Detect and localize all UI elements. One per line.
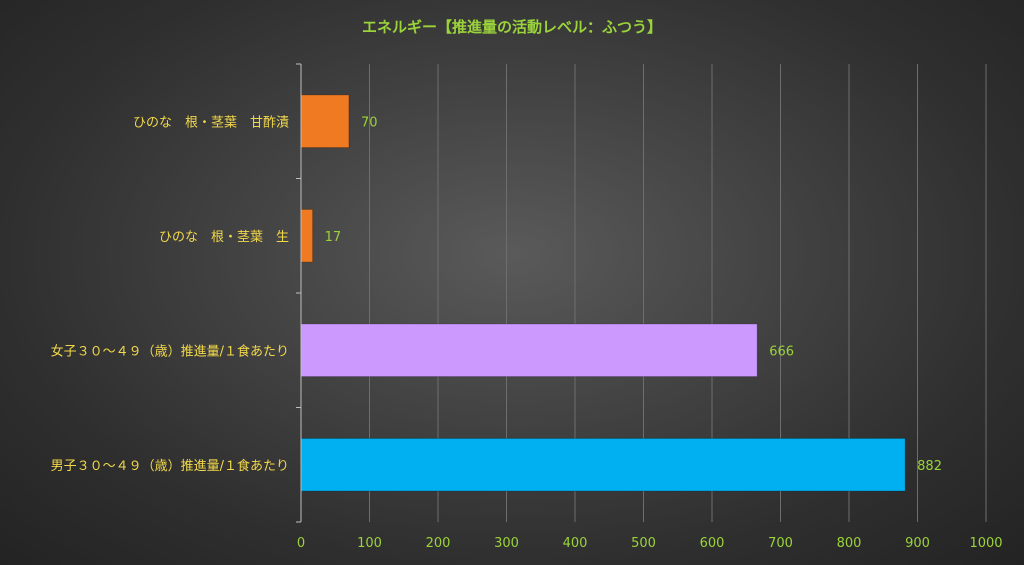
- labels: 0 100 200 300 400 500 600 700 800 900 1000 70 ひのな 根・…: [51, 115, 1003, 551]
- category-label: 女子３０～４９（歳）推進量/１食あたり: [51, 343, 289, 359]
- bar: [300, 208, 314, 263]
- x-tick-label: 200: [426, 536, 451, 551]
- bar: [300, 94, 350, 149]
- x-tick-label: 1000: [969, 536, 1002, 551]
- data-label: 882: [917, 459, 942, 474]
- gridlines: [369, 64, 987, 522]
- category-label: ひのな 根・茎葉 生: [159, 230, 289, 245]
- x-tick-label: 100: [357, 536, 382, 551]
- category-label: 男子３０～４９（歳）推進量/１食あたり: [51, 458, 289, 474]
- bar: [300, 437, 906, 492]
- bars: [300, 94, 906, 492]
- bar: [300, 323, 758, 378]
- x-tick-label: 400: [563, 536, 588, 551]
- x-tick-label: 900: [905, 536, 930, 551]
- x-tick-label: 700: [768, 536, 793, 551]
- data-label: 666: [769, 344, 794, 359]
- x-tick-label: 500: [631, 536, 656, 551]
- axes: [296, 63, 302, 523]
- x-tick-label: 0: [297, 536, 305, 551]
- data-label: 17: [325, 230, 342, 245]
- data-label: 70: [361, 115, 378, 130]
- category-label: ひのな 根・茎葉 甘酢漬: [133, 115, 289, 130]
- x-tick-label: 800: [837, 536, 862, 551]
- x-tick-label: 300: [494, 536, 519, 551]
- x-tick-label: 600: [700, 536, 725, 551]
- chart-title: エネルギー【推進量の活動レベル：ふつう】: [362, 18, 662, 36]
